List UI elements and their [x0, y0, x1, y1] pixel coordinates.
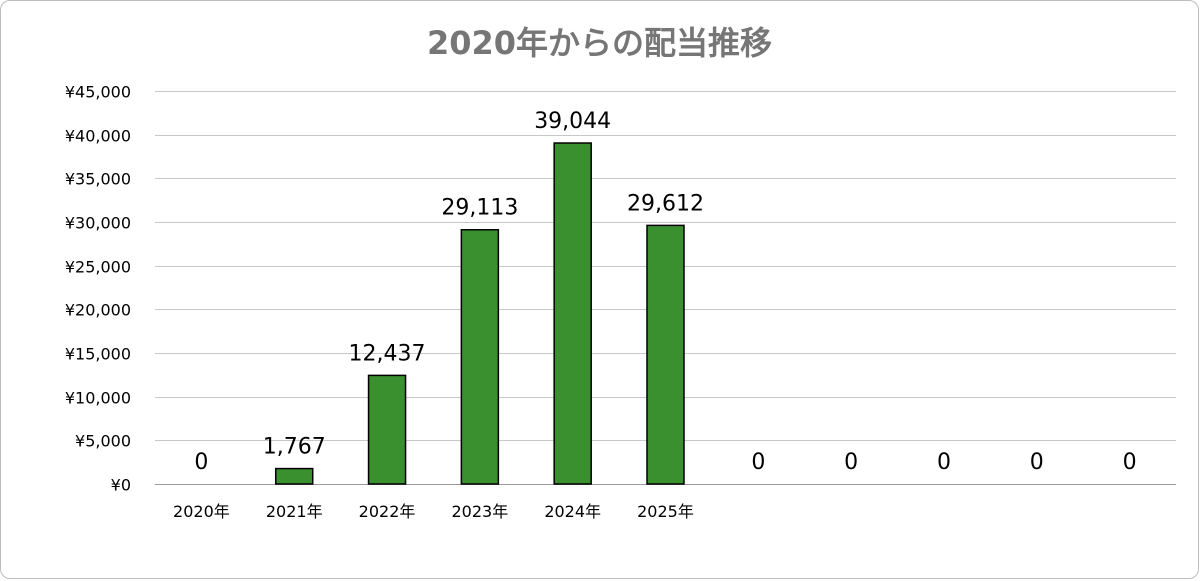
y-tick-label: ¥20,000 — [65, 301, 131, 320]
y-tick-label: ¥0 — [111, 476, 131, 495]
axis-layer: ¥0 ¥5,000 ¥10,000 ¥15,000 ¥20,000 ¥25,000 ¥30,… — [65, 83, 1176, 521]
x-tick-label: 2024年 — [544, 502, 601, 521]
x-tick-label: 2023年 — [451, 502, 508, 521]
data-label: 0 — [194, 450, 208, 475]
y-tick-label: ¥10,000 — [65, 389, 131, 408]
y-tick-label: ¥35,000 — [65, 170, 131, 189]
data-label: 0 — [751, 450, 765, 475]
x-tick-label: 2020年 — [173, 502, 230, 521]
x-tick-label: 2021年 — [266, 502, 323, 521]
data-label: 12,437 — [349, 341, 426, 366]
bar — [553, 142, 592, 485]
data-label: 39,044 — [534, 109, 611, 134]
data-label: 0 — [937, 450, 951, 475]
data-label: 1,767 — [263, 435, 326, 460]
y-tick-label: ¥25,000 — [65, 258, 131, 277]
y-tick-label: ¥30,000 — [65, 214, 131, 233]
data-label: 29,113 — [441, 196, 518, 221]
data-label: 29,612 — [627, 191, 704, 216]
y-tick-label: ¥15,000 — [65, 345, 131, 364]
data-label: 0 — [1030, 450, 1044, 475]
y-tick-label: ¥5,000 — [75, 432, 131, 451]
bar — [460, 228, 500, 485]
data-label: 0 — [1123, 450, 1137, 475]
data-label: 0 — [844, 450, 858, 475]
x-tick-label: 2022年 — [359, 502, 416, 521]
label-layer: 0 1,767 12,437 29,113 39,044 29,612 0 0 0 0 0 — [194, 109, 1136, 475]
y-tick-label: ¥40,000 — [65, 127, 131, 146]
y-tick-label: ¥45,000 — [65, 83, 131, 102]
bar — [646, 224, 685, 485]
bar — [367, 374, 407, 485]
bar-layer — [274, 142, 685, 485]
x-tick-label: 2025年 — [637, 502, 694, 521]
chart-title: 2020年からの配当推移 — [426, 24, 773, 62]
bar — [274, 467, 314, 485]
